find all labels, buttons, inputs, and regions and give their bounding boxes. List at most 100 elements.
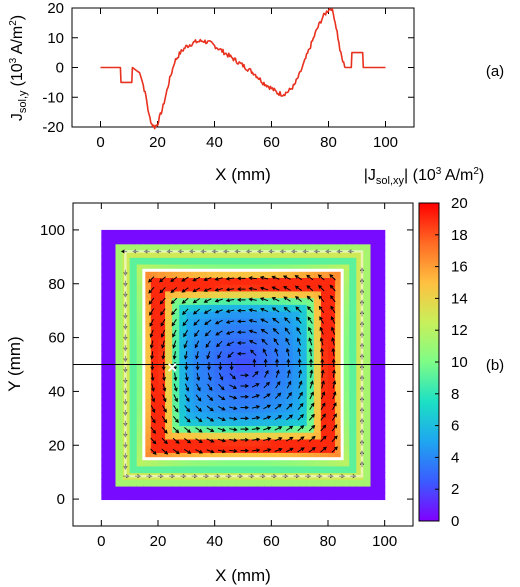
heat-cell: [214, 297, 223, 305]
heat-cell: [221, 465, 230, 474]
heat-cell: [172, 263, 180, 272]
vector-arrowhead: [256, 448, 261, 453]
vector-arrowhead: [186, 429, 191, 433]
vector-arrowhead: [206, 355, 211, 360]
heat-cell: [214, 492, 223, 501]
vector-arrowhead: [322, 424, 327, 429]
vector-arrowhead: [300, 436, 305, 441]
heat-cell: [150, 465, 159, 474]
heat-cell: [285, 236, 294, 245]
vector-arrowhead: [318, 284, 323, 289]
heat-cell: [285, 330, 294, 339]
vector-arrowhead: [164, 450, 169, 455]
vector-arrow: [263, 448, 271, 452]
vector-arrow: [320, 413, 326, 421]
heat-cell: [299, 229, 308, 238]
heat-cell: [235, 411, 244, 420]
heat-cell: [356, 364, 365, 373]
heat-cell: [207, 243, 216, 252]
ylabel-main: J: [9, 113, 26, 121]
heat-cell: [335, 330, 343, 339]
vector-arrowhead: [332, 380, 337, 385]
heat-cell: [129, 243, 138, 252]
cbar-tick-label: 12: [451, 322, 468, 339]
heat-cell: [221, 398, 230, 406]
heat-cell: [143, 277, 152, 285]
vector-arrowhead: [331, 347, 336, 352]
heat-cell: [108, 451, 117, 460]
heat-cell: [243, 290, 251, 299]
heat-cell: [228, 492, 237, 501]
heat-cell: [306, 256, 315, 265]
heat-cell: [108, 364, 117, 373]
heat-cell: [150, 256, 159, 265]
heat-cell: [179, 425, 187, 433]
heat-cell: [363, 451, 372, 460]
vector-arrowhead: [248, 297, 253, 302]
heat-cell: [299, 256, 308, 265]
heat-cell: [292, 451, 301, 460]
colorbar-label: |Jsol,xy| (103 A/m2): [364, 166, 484, 187]
vector-arrow: [308, 327, 313, 335]
heat-cell: [150, 458, 159, 467]
y-tick-label: 100: [40, 222, 65, 239]
x-tick-label: 60: [263, 533, 280, 550]
vector-arrow: [329, 274, 336, 281]
heat-cell: [250, 337, 258, 346]
heat-cell: [377, 425, 386, 433]
heat-cell: [285, 250, 294, 258]
heat-cell: [363, 310, 372, 319]
vector-arrowhead: [160, 311, 164, 316]
heat-cell: [285, 229, 294, 238]
heat-cell: [150, 344, 159, 352]
heat-cell: [158, 250, 166, 258]
heat-cell: [172, 283, 180, 292]
heat-cell: [115, 243, 124, 252]
heat-cell: [349, 236, 357, 245]
vector-arrow: [151, 351, 154, 359]
heat-cell: [250, 324, 258, 332]
vector-arrowhead: [295, 306, 300, 311]
vector-arrow: [318, 285, 325, 292]
heat-cell: [243, 263, 251, 272]
heat-cell: [235, 458, 244, 467]
heat-cell: [278, 438, 287, 447]
vector-arrow: [260, 318, 269, 323]
heat-cell: [356, 344, 365, 352]
vector-arrow: [251, 383, 260, 388]
heat-cell: [320, 263, 329, 272]
heat-cell: [115, 391, 124, 400]
heat-cell: [235, 418, 244, 427]
heat-cell: [235, 465, 244, 474]
heat-cell: [320, 377, 329, 386]
heat-cell: [299, 465, 308, 474]
heat-cell: [313, 243, 322, 252]
heat-cell: [101, 478, 110, 487]
heat-cell: [214, 357, 223, 366]
heat-cell: [101, 485, 110, 494]
heat-cell: [136, 229, 145, 238]
heat-cell: [313, 250, 322, 258]
vector-arrow: [251, 416, 260, 420]
heat-cell: [207, 391, 216, 400]
heat-cell: [172, 445, 180, 453]
heat-cell: [264, 411, 272, 420]
heat-cell: [306, 398, 315, 406]
heat-cell: [136, 337, 145, 346]
heat-cell: [108, 324, 117, 332]
heat-cell: [292, 404, 301, 413]
vector-arrowhead: [308, 337, 313, 342]
heat-cell: [342, 344, 350, 352]
vector-arrow: [206, 405, 214, 411]
vector-arrowhead: [232, 385, 238, 389]
vector-arrowhead: [261, 338, 266, 343]
heat-cell: [335, 492, 343, 501]
heat-cell: [299, 384, 308, 393]
vector-arrow: [161, 405, 167, 413]
heat-cell: [214, 229, 223, 238]
heat-cell: [356, 351, 365, 359]
heat-cell: [285, 303, 294, 312]
heat-cell: [285, 492, 294, 501]
heat-cell: [328, 236, 336, 245]
heat-cell: [356, 371, 365, 379]
